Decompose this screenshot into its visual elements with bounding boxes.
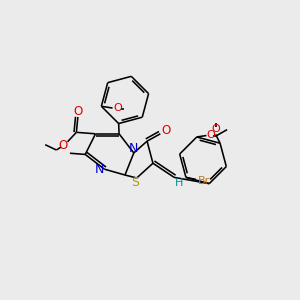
Text: O: O: [113, 103, 122, 113]
Text: S: S: [131, 176, 139, 189]
Text: O: O: [59, 139, 68, 152]
Text: O: O: [211, 124, 220, 134]
Text: N: N: [95, 163, 104, 176]
Text: O: O: [162, 124, 171, 137]
Text: H: H: [175, 178, 184, 188]
Text: O: O: [73, 105, 83, 118]
Text: N: N: [129, 142, 139, 155]
Text: Br: Br: [197, 176, 210, 186]
Text: O: O: [206, 130, 215, 140]
